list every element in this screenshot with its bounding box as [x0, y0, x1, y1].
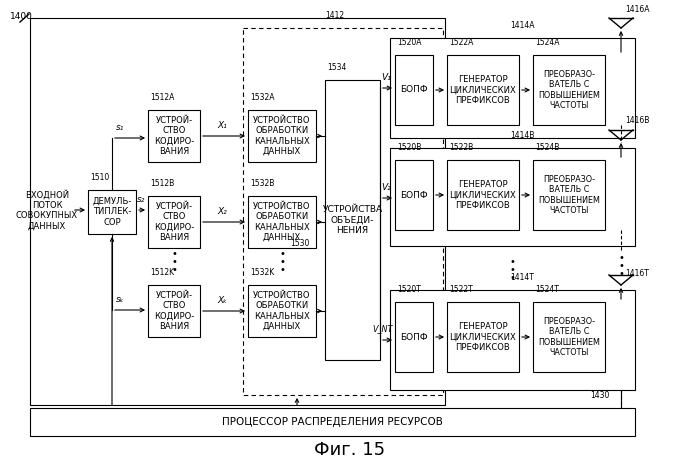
- Text: УСТРОЙСТВА
ОБЪЕДИ-
НЕНИЯ: УСТРОЙСТВА ОБЪЕДИ- НЕНИЯ: [323, 205, 383, 235]
- Text: ГЕНЕРАТОР
ЦИКЛИЧЕСКИХ
ПРЕФИКСОВ: ГЕНЕРАТОР ЦИКЛИЧЕСКИХ ПРЕФИКСОВ: [449, 180, 517, 210]
- Text: ДЕМУЛЬ-
ТИПЛЕК-
СОР: ДЕМУЛЬ- ТИПЛЕК- СОР: [92, 197, 132, 227]
- Text: 1522T: 1522T: [449, 285, 472, 294]
- Bar: [533, 302, 605, 372]
- Text: V_NT: V_NT: [373, 324, 393, 333]
- Bar: [395, 160, 433, 230]
- Text: УСТРОЙСТВО
ОБРАБОТКИ
КАНАЛЬНЫХ
ДАННЫХ: УСТРОЙСТВО ОБРАБОТКИ КАНАЛЬНЫХ ДАННЫХ: [253, 291, 311, 331]
- Text: •: •: [171, 249, 177, 259]
- Text: 1400: 1400: [10, 12, 33, 21]
- Text: •: •: [171, 257, 177, 267]
- Text: 1532K: 1532K: [250, 268, 274, 277]
- Text: 1520B: 1520B: [397, 143, 421, 152]
- Bar: [533, 160, 605, 230]
- Bar: [447, 302, 519, 372]
- Text: V₁: V₁: [381, 73, 391, 82]
- Text: •: •: [509, 257, 515, 267]
- Text: ПРЕОБРАЗО-
ВАТЕЛЬ С
ПОВЫШЕНИЕМ
ЧАСТОТЫ: ПРЕОБРАЗО- ВАТЕЛЬ С ПОВЫШЕНИЕМ ЧАСТОТЫ: [538, 317, 600, 357]
- Bar: [30, 408, 635, 436]
- Bar: [533, 55, 605, 125]
- Text: 1532A: 1532A: [250, 93, 274, 102]
- Text: 1534: 1534: [327, 63, 346, 72]
- Bar: [248, 285, 316, 337]
- Text: s₂: s₂: [136, 195, 145, 204]
- Bar: [88, 190, 136, 234]
- Text: 1522A: 1522A: [449, 38, 473, 47]
- Text: УСТРОЙ-
СТВО
КОДИРО-
ВАНИЯ: УСТРОЙ- СТВО КОДИРО- ВАНИЯ: [154, 202, 194, 242]
- Text: БОПФ: БОПФ: [400, 85, 428, 95]
- Text: 1414T: 1414T: [510, 273, 534, 282]
- Bar: [148, 285, 200, 337]
- Text: •: •: [509, 265, 515, 275]
- Text: 1510: 1510: [90, 173, 109, 182]
- Bar: [395, 302, 433, 372]
- Text: 1524B: 1524B: [535, 143, 559, 152]
- Text: 1512B: 1512B: [150, 179, 174, 188]
- Text: 1416A: 1416A: [625, 5, 650, 14]
- Text: ГЕНЕРАТОР
ЦИКЛИЧЕСКИХ
ПРЕФИКСОВ: ГЕНЕРАТОР ЦИКЛИЧЕСКИХ ПРЕФИКСОВ: [449, 322, 517, 352]
- Text: Xₖ: Xₖ: [217, 296, 227, 305]
- Text: V₂: V₂: [381, 183, 391, 192]
- Text: 1524A: 1524A: [535, 38, 559, 47]
- Text: 1430: 1430: [590, 391, 610, 400]
- Text: ПРЕОБРАЗО-
ВАТЕЛЬ С
ПОВЫШЕНИЕМ
ЧАСТОТЫ: ПРЕОБРАЗО- ВАТЕЛЬ С ПОВЫШЕНИЕМ ЧАСТОТЫ: [538, 175, 600, 215]
- Text: ГЕНЕРАТОР
ЦИКЛИЧЕСКИХ
ПРЕФИКСОВ: ГЕНЕРАТОР ЦИКЛИЧЕСКИХ ПРЕФИКСОВ: [449, 75, 517, 105]
- Text: 1520T: 1520T: [397, 285, 421, 294]
- Text: sₖ: sₖ: [116, 295, 125, 304]
- Text: •: •: [618, 261, 624, 271]
- Bar: [447, 55, 519, 125]
- Text: 1512K: 1512K: [150, 268, 174, 277]
- Text: 1416T: 1416T: [625, 269, 649, 278]
- Text: БОПФ: БОПФ: [400, 333, 428, 341]
- Text: ПРЕОБРАЗО-
ВАТЕЛЬ С
ПОВЫШЕНИЕМ
ЧАСТОТЫ: ПРЕОБРАЗО- ВАТЕЛЬ С ПОВЫШЕНИЕМ ЧАСТОТЫ: [538, 70, 600, 110]
- Bar: [390, 38, 635, 138]
- Bar: [148, 196, 200, 248]
- Text: •: •: [279, 257, 285, 267]
- Text: ВХОДНОЙ
ПОТОК
СОВОКУПНЫХ
ДАННЫХ: ВХОДНОЙ ПОТОК СОВОКУПНЫХ ДАННЫХ: [16, 189, 78, 231]
- Bar: [30, 18, 445, 405]
- Text: X₂: X₂: [217, 207, 227, 216]
- Text: •: •: [279, 249, 285, 259]
- Bar: [243, 28, 443, 395]
- Bar: [325, 80, 380, 360]
- Text: •: •: [509, 273, 515, 283]
- Text: УСТРОЙСТВО
ОБРАБОТКИ
КАНАЛЬНЫХ
ДАННЫХ: УСТРОЙСТВО ОБРАБОТКИ КАНАЛЬНЫХ ДАННЫХ: [253, 202, 311, 242]
- Bar: [248, 110, 316, 162]
- Text: УСТРОЙ-
СТВО
КОДИРО-
ВАНИЯ: УСТРОЙ- СТВО КОДИРО- ВАНИЯ: [154, 291, 194, 331]
- Text: 1512A: 1512A: [150, 93, 174, 102]
- Text: •: •: [279, 265, 285, 275]
- Text: 1522B: 1522B: [449, 143, 473, 152]
- Bar: [395, 55, 433, 125]
- Text: 1412: 1412: [325, 11, 344, 20]
- Text: 1520A: 1520A: [397, 38, 421, 47]
- Bar: [248, 196, 316, 248]
- Text: 1414B: 1414B: [510, 131, 534, 140]
- Text: УСТРОЙ-
СТВО
КОДИРО-
ВАНИЯ: УСТРОЙ- СТВО КОДИРО- ВАНИЯ: [154, 116, 194, 156]
- Text: ПРОЦЕССОР РАСПРЕДЕЛЕНИЯ РЕСУРСОВ: ПРОЦЕССОР РАСПРЕДЕЛЕНИЯ РЕСУРСОВ: [222, 417, 443, 427]
- Text: Фиг. 15: Фиг. 15: [314, 441, 386, 459]
- Bar: [390, 290, 635, 390]
- Bar: [390, 148, 635, 246]
- Text: s₁: s₁: [116, 123, 124, 132]
- Text: •: •: [618, 253, 624, 263]
- Text: 1530: 1530: [290, 239, 309, 248]
- Text: УСТРОЙСТВО
ОБРАБОТКИ
КАНАЛЬНЫХ
ДАННЫХ: УСТРОЙСТВО ОБРАБОТКИ КАНАЛЬНЫХ ДАННЫХ: [253, 116, 311, 156]
- Bar: [447, 160, 519, 230]
- Text: •: •: [618, 269, 624, 279]
- Text: 1524T: 1524T: [535, 285, 559, 294]
- Bar: [148, 110, 200, 162]
- Text: •: •: [171, 265, 177, 275]
- Text: 1414A: 1414A: [510, 21, 535, 30]
- Text: 1416B: 1416B: [625, 116, 650, 125]
- Text: БОПФ: БОПФ: [400, 190, 428, 200]
- Text: 1532B: 1532B: [250, 179, 274, 188]
- Text: X₁: X₁: [217, 121, 227, 130]
